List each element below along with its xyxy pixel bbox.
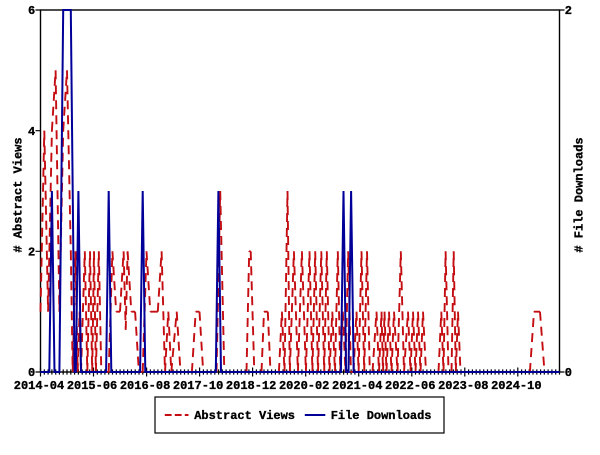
svg-text:2021-04: 2021-04: [332, 379, 382, 393]
svg-text:# Abstract Views: # Abstract Views: [12, 137, 26, 252]
svg-text:2015-06: 2015-06: [67, 379, 117, 393]
svg-text:2024-10: 2024-10: [491, 379, 541, 393]
svg-text:2023-08: 2023-08: [438, 379, 488, 393]
svg-text:2014-04: 2014-04: [14, 379, 64, 393]
svg-text:2018-12: 2018-12: [226, 379, 276, 393]
svg-text:2020-02: 2020-02: [279, 379, 329, 393]
svg-text:2: 2: [28, 245, 35, 259]
svg-text:0: 0: [565, 366, 572, 380]
svg-text:Abstract Views: Abstract Views: [194, 409, 295, 423]
svg-text:2: 2: [565, 4, 572, 18]
svg-text:4: 4: [28, 125, 35, 139]
svg-text:2017-10: 2017-10: [173, 379, 223, 393]
svg-text:2016-08: 2016-08: [120, 379, 170, 393]
svg-text:0: 0: [28, 366, 35, 380]
svg-text:6: 6: [28, 4, 35, 18]
svg-text:File Downloads: File Downloads: [331, 409, 432, 423]
svg-text:# File Downloads: # File Downloads: [573, 137, 587, 252]
svg-text:2022-06: 2022-06: [385, 379, 435, 393]
